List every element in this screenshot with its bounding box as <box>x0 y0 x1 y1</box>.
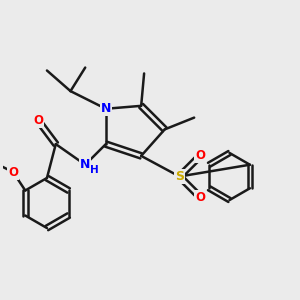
Text: S: S <box>175 170 184 183</box>
Text: O: O <box>195 149 205 162</box>
Text: O: O <box>33 114 43 127</box>
Text: H: H <box>90 165 99 175</box>
Text: N: N <box>80 158 90 171</box>
Text: N: N <box>100 102 111 115</box>
Text: O: O <box>195 190 205 204</box>
Text: O: O <box>8 166 18 178</box>
